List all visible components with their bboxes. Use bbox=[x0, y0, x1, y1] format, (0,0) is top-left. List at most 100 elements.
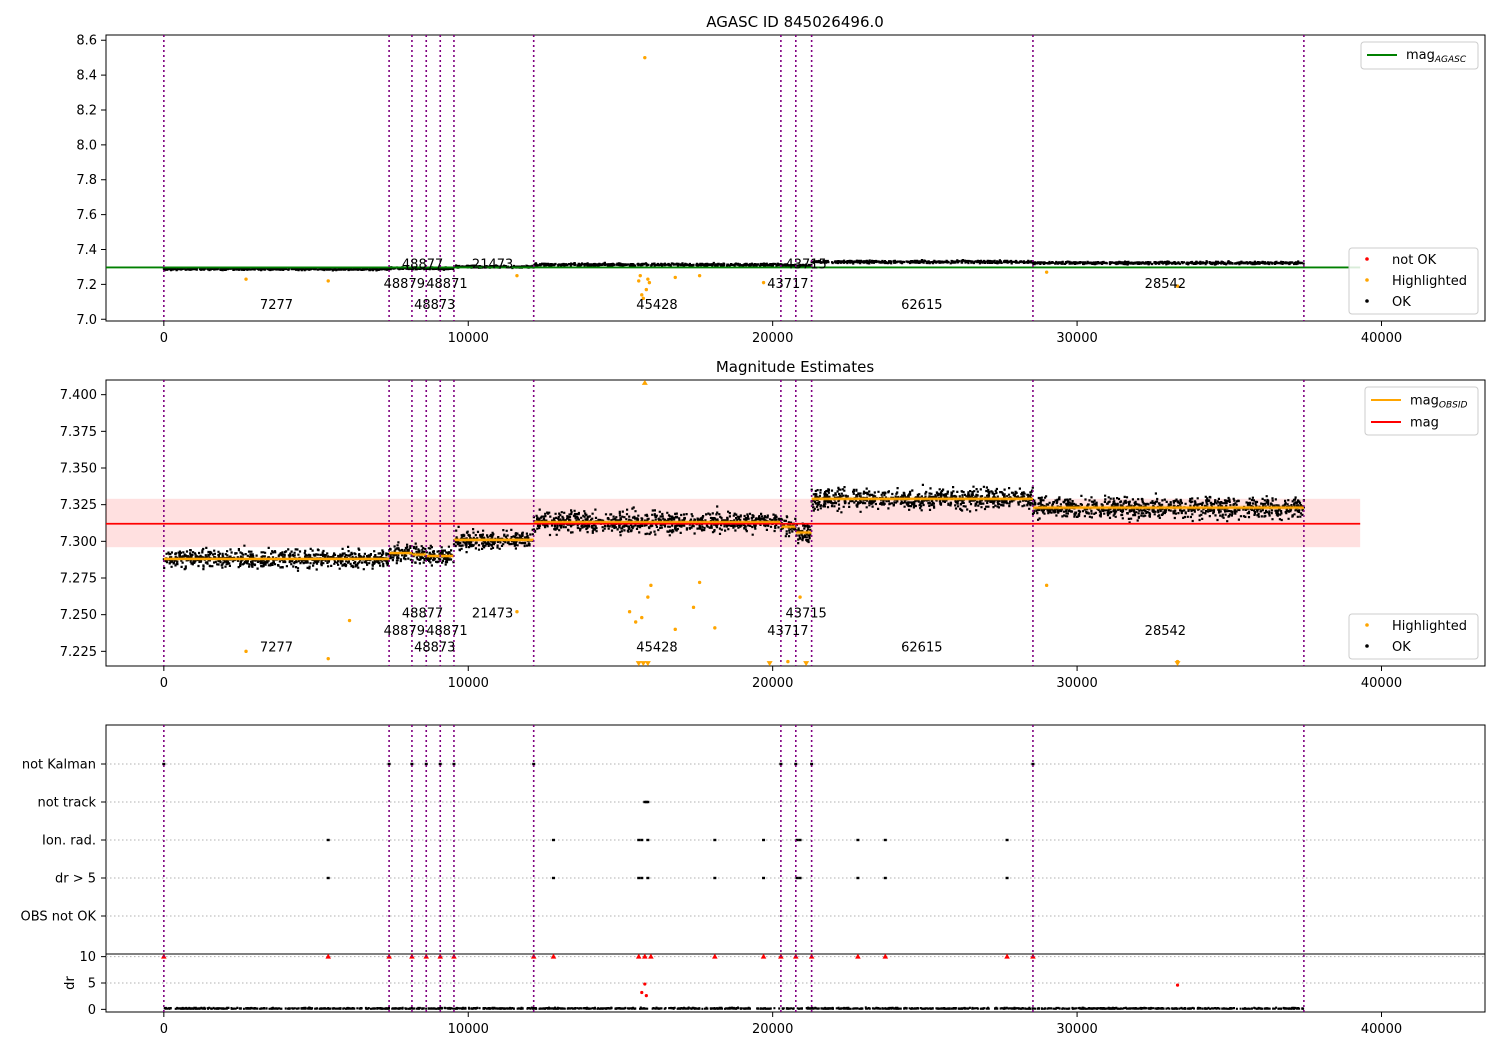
estimates-panel-y-tick-label: 7.300 bbox=[60, 535, 97, 550]
flag-point bbox=[713, 876, 717, 880]
estimates-panel-highlighted-point bbox=[786, 659, 790, 664]
estimates-panel-segment-3-ok-points bbox=[425, 544, 442, 567]
agasc-panel-highlighted-point bbox=[637, 279, 641, 283]
agasc-panel-highlighted-point bbox=[244, 277, 248, 281]
flags-panel-x-tick-label: 0 bbox=[160, 1022, 168, 1037]
flag-row-label: Ion. rad. bbox=[42, 834, 96, 849]
agasc-panel-highlighted-point bbox=[697, 273, 702, 278]
flags-panel-x-tick-label: 30000 bbox=[1056, 1022, 1097, 1037]
dr-clipped-marker bbox=[550, 953, 557, 959]
flag-point bbox=[452, 762, 456, 766]
estimates-panel-obsid-label: 43717 bbox=[767, 624, 808, 639]
agasc-panel-highlighted-point bbox=[1044, 270, 1049, 274]
flag-point bbox=[795, 838, 799, 842]
flags-panel: not Kalman not track Ion. rad. dr > 5 OBS no… bbox=[21, 724, 1486, 1038]
agasc-panel-obsid-label: 7277 bbox=[260, 298, 293, 313]
estimates-panel-highlighted-point bbox=[244, 649, 248, 654]
agasc-panel-segment-6-ok-points bbox=[533, 261, 782, 268]
flag-point bbox=[637, 838, 641, 842]
agasc-panel-y-tick-label: 8.4 bbox=[76, 69, 97, 84]
flag-row-label: OBS not OK bbox=[21, 910, 97, 925]
agasc-panel-obsid-label: 48877 bbox=[402, 258, 443, 273]
estimates-bottom-legend-label-1: OK bbox=[1392, 640, 1411, 655]
agasc-panel-highlighted-point bbox=[641, 296, 645, 301]
estimates-panel-obsid-label: 62615 bbox=[901, 640, 942, 655]
estimates-panel-x-tick-label: 40000 bbox=[1361, 676, 1402, 691]
flag-point bbox=[795, 876, 799, 880]
agasc-panel-y-tick-label: 7.2 bbox=[76, 278, 97, 293]
flag-point bbox=[798, 838, 802, 842]
flag-row-label: not track bbox=[37, 796, 96, 811]
flag-point bbox=[713, 838, 717, 842]
estimates-legend-label-1: mag bbox=[1410, 416, 1439, 431]
flag-point bbox=[410, 762, 414, 766]
mag-agasc-legend-subscript: AGASC bbox=[1434, 55, 1467, 65]
estimates-panel-obsid-label: 48877 bbox=[402, 607, 443, 622]
agasc-panel-x-tick-label: 40000 bbox=[1361, 331, 1402, 346]
estimates-legend-subscript-0: OBSID bbox=[1439, 401, 1468, 411]
flag-point bbox=[644, 800, 648, 804]
flag-point bbox=[856, 838, 860, 842]
estimates-panel-x-tick-label: 20000 bbox=[752, 676, 793, 691]
flag-point bbox=[798, 876, 802, 880]
estimates-panel-off-scale-marker bbox=[1174, 661, 1181, 667]
flag-point bbox=[856, 876, 860, 880]
flag-point bbox=[643, 800, 647, 804]
agasc-panel-y-tick-label: 8.0 bbox=[76, 138, 97, 153]
estimates-panel-y-tick-label: 7.350 bbox=[60, 462, 97, 477]
flag-point bbox=[551, 876, 555, 880]
estimates-panel-legend-bottom: Highlighted OK bbox=[1348, 613, 1479, 660]
flag-point bbox=[646, 800, 650, 804]
magnitude-estimates-panel: Magnitude Estimates 72774887948877488734… bbox=[60, 358, 1486, 691]
agasc-legend-marker-0 bbox=[1365, 257, 1369, 261]
flag-point bbox=[424, 762, 428, 766]
agasc-panel-segment-9-ok-points bbox=[810, 259, 1034, 265]
flag-point bbox=[637, 876, 641, 880]
estimates-panel-highlighted-point bbox=[1044, 583, 1049, 588]
flag-point bbox=[794, 762, 798, 766]
flags-panel-x-tick-label: 40000 bbox=[1361, 1022, 1402, 1037]
estimates-panel-off-scale-marker bbox=[641, 379, 648, 385]
agasc-panel-y-tick-label: 7.8 bbox=[76, 173, 97, 188]
estimates-panel-off-scale-marker bbox=[640, 661, 647, 667]
flag-point bbox=[762, 876, 766, 880]
agasc-legend-label-2: OK bbox=[1392, 295, 1411, 310]
agasc-panel-highlighted-point bbox=[673, 275, 677, 280]
estimates-panel-off-scale-marker bbox=[635, 661, 642, 667]
flag-point bbox=[438, 762, 442, 766]
dr-ok-points bbox=[163, 1006, 1305, 1010]
agasc-panel-bottom-legend-frame bbox=[1348, 247, 1479, 315]
dr-clipped-marker bbox=[1004, 953, 1010, 959]
estimates-panel-y-tick-label: 7.375 bbox=[60, 425, 97, 440]
estimates-panel-x-tick-label: 30000 bbox=[1056, 676, 1097, 691]
dr-clipped-marker bbox=[325, 953, 332, 959]
estimates-panel-obsid-label: 48879 bbox=[384, 624, 425, 639]
agasc-magnitude-panel: AGASC ID 845026496.0 7277 48879 48877 48873… bbox=[76, 13, 1486, 346]
agasc-panel-x-tick-label: 10000 bbox=[448, 331, 489, 346]
agasc-panel-legend-top: magAGASC bbox=[1360, 41, 1479, 70]
agasc-panel-obsid-label: 62615 bbox=[901, 298, 942, 313]
agasc-panel-obsid-label: 28542 bbox=[1145, 277, 1186, 292]
estimates-panel-x-tick-label: 10000 bbox=[448, 676, 489, 691]
estimates-panel-obsid-label: 21473 bbox=[472, 607, 513, 622]
estimates-panel-obsid-label: 48873 bbox=[414, 640, 455, 655]
dr-clipped-marker bbox=[712, 953, 718, 959]
estimates-bottom-legend-marker-0 bbox=[1365, 623, 1369, 627]
agasc-panel-highlighted-point bbox=[638, 273, 642, 278]
agasc-panel-segment-0-ok-points bbox=[162, 266, 390, 272]
flags-panel-x-tick-label: 10000 bbox=[448, 1022, 489, 1037]
estimates-panel-off-scale-marker bbox=[766, 661, 773, 667]
estimates-panel-highlighted-point bbox=[640, 615, 644, 620]
estimates-panel-off-scale-marker bbox=[803, 661, 810, 667]
flag-point bbox=[1005, 838, 1009, 842]
estimates-bottom-legend-label-0: Highlighted bbox=[1392, 619, 1467, 634]
flag-point bbox=[551, 838, 555, 842]
dr-clipped-marker bbox=[760, 953, 767, 959]
estimates-panel-highlighted-point bbox=[633, 620, 638, 624]
agasc-panel-obsid-label: 48871 bbox=[426, 277, 467, 292]
flags-panel-axes: not Kalman not track Ion. rad. dr > 5 OBS no… bbox=[21, 758, 1403, 1038]
estimates-panel-highlighted-point bbox=[649, 583, 653, 588]
flag-point bbox=[387, 762, 391, 766]
dr-clipped-marker bbox=[648, 953, 654, 959]
